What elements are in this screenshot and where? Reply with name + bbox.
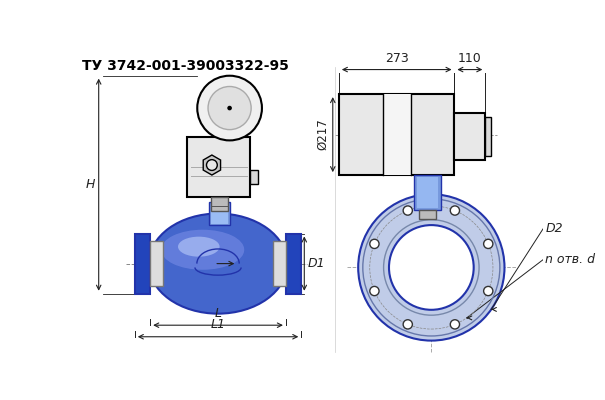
Circle shape: [483, 239, 493, 248]
Bar: [383, 94, 411, 175]
Text: 273: 273: [385, 52, 408, 65]
Text: ТУ 3742-001-39003322-95: ТУ 3742-001-39003322-95: [82, 59, 289, 73]
Text: D2: D2: [545, 222, 563, 236]
Bar: [211, 197, 228, 211]
Circle shape: [450, 206, 460, 215]
Circle shape: [483, 286, 493, 296]
Bar: [414, 175, 441, 210]
Bar: [150, 241, 163, 286]
Circle shape: [197, 76, 262, 140]
Bar: [188, 136, 250, 197]
Bar: [419, 210, 436, 219]
Bar: [454, 114, 485, 160]
Bar: [286, 234, 301, 294]
Bar: [273, 241, 286, 286]
Circle shape: [370, 286, 379, 296]
Text: D1: D1: [307, 257, 325, 270]
Bar: [339, 94, 454, 175]
Bar: [485, 117, 491, 156]
Text: H: H: [85, 178, 95, 191]
Circle shape: [358, 194, 505, 341]
Bar: [209, 202, 231, 225]
Circle shape: [208, 86, 251, 130]
Text: n отв. d: n отв. d: [545, 253, 595, 266]
Ellipse shape: [161, 230, 244, 270]
Bar: [417, 176, 438, 208]
Bar: [211, 204, 228, 224]
Circle shape: [450, 320, 460, 329]
Text: L1: L1: [211, 318, 226, 331]
Circle shape: [403, 206, 413, 215]
Circle shape: [403, 320, 413, 329]
Circle shape: [370, 239, 379, 248]
Circle shape: [227, 106, 232, 110]
Bar: [250, 170, 258, 184]
Circle shape: [206, 160, 217, 170]
Circle shape: [389, 225, 474, 310]
Ellipse shape: [178, 237, 220, 257]
Polygon shape: [203, 155, 221, 175]
Text: Ø217: Ø217: [316, 119, 330, 150]
Ellipse shape: [149, 214, 287, 314]
Text: L: L: [215, 307, 221, 320]
Bar: [135, 234, 150, 294]
Text: 110: 110: [458, 52, 482, 65]
